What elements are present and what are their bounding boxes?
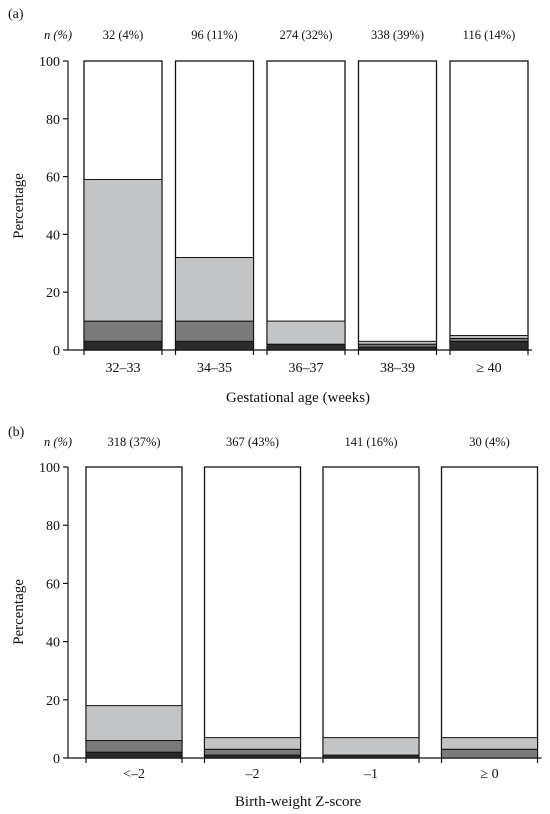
panel-a-bar-segment	[83, 340, 163, 351]
panel-b-bar-segment	[441, 748, 538, 759]
panel-a-bar-segment	[358, 340, 437, 345]
panel-b-bar-segment	[441, 737, 538, 750]
panel-b-label: (b)	[8, 425, 25, 440]
panel-b-ytick-label: 0	[53, 752, 60, 767]
panel-b-ytick-label: 60	[46, 577, 60, 592]
panel-a-bar-outline	[357, 60, 438, 351]
panel-a-ylabel: Percentage	[11, 173, 27, 239]
panel-a-ytick-label: 20	[46, 286, 60, 301]
panel-b-bar-segment	[322, 737, 420, 756]
panel-a-count-label: 116 (14%)	[463, 28, 516, 42]
panel-a-n-header: n (%)	[44, 28, 72, 42]
panel-b-count-label: 30 (4%)	[469, 435, 510, 449]
panel-a-bar-segment	[83, 320, 163, 342]
panel-b-bar-outline	[322, 466, 420, 759]
panel-a-chart: (a) n (%) Percentage Gestational age (we…	[8, 7, 532, 406]
panel-a-count-label: 274 (32%)	[279, 28, 332, 42]
panel-a-bar-segment	[83, 178, 163, 322]
panel-b-bar-segment	[204, 748, 301, 756]
panel-b-count-label: 141 (16%)	[344, 435, 397, 449]
panel-a-count-label: 338 (39%)	[371, 28, 424, 42]
panel-a-bar-outline	[449, 60, 529, 351]
panel-a-xlabel: Gestational age (weeks)	[226, 390, 370, 406]
panel-a-bar-outline	[266, 60, 346, 351]
panel-b-ylabel: Percentage	[11, 579, 27, 645]
panel-b-category-label: <–2	[123, 767, 145, 782]
panel-a-ytick-label: 60	[46, 171, 60, 186]
panel-b-count-label: 367 (43%)	[226, 435, 279, 449]
panel-a-category-label: 36–37	[289, 361, 324, 376]
panel-b-ytick-label: 100	[39, 461, 60, 476]
panel-b-bar-outline	[440, 466, 539, 759]
panel-b-bar-segment	[85, 705, 183, 742]
panel-b-ytick-label: 20	[46, 694, 60, 709]
panel-b-xlabel: Birth-weight Z-score	[235, 794, 362, 810]
panel-b-bar-segment	[85, 740, 183, 753]
panel-a-category-label: ≥ 40	[476, 361, 501, 376]
panel-a-category-label: 38–39	[380, 361, 415, 376]
panel-a-ytick-label: 80	[46, 113, 60, 128]
panel-a-bar-segment	[175, 340, 254, 351]
panel-a-bar-segment	[175, 320, 254, 342]
panel-a-ytick-label: 0	[53, 344, 60, 359]
panel-a-bar-segment	[266, 320, 346, 345]
panel-a-category-label: 32–33	[106, 361, 141, 376]
panel-b-category-label: –1	[363, 767, 378, 782]
panel-b-bar-segment	[204, 737, 301, 750]
panel-a-bar-segment	[449, 335, 529, 339]
panel-a-category-label: 34–35	[197, 361, 232, 376]
panel-a-ytick-label: 100	[39, 55, 60, 70]
panel-b-category-label: –2	[245, 767, 260, 782]
panel-b-count-label: 318 (37%)	[107, 435, 160, 449]
panel-b-n-header: n (%)	[44, 435, 72, 449]
panel-b-ytick-label: 40	[46, 636, 60, 651]
panel-a-bar-segment	[449, 340, 529, 351]
panel-b-category-label: ≥ 0	[480, 767, 498, 782]
panel-b-bar-segment	[85, 751, 183, 759]
panel-b-bar-outline	[203, 466, 302, 759]
panel-a-count-label: 96 (11%)	[191, 28, 237, 42]
panel-a-bar-segment	[175, 257, 254, 322]
panel-b-ytick-label: 80	[46, 519, 60, 534]
panel-a-label: (a)	[8, 7, 24, 22]
panel-b-chart: (b) n (%) Percentage Birth-weight Z-scor…	[8, 425, 542, 810]
panel-a-ytick-label: 40	[46, 228, 60, 243]
panel-a-count-label: 32 (4%)	[103, 28, 144, 42]
panel-a-bar-segment	[266, 343, 346, 351]
